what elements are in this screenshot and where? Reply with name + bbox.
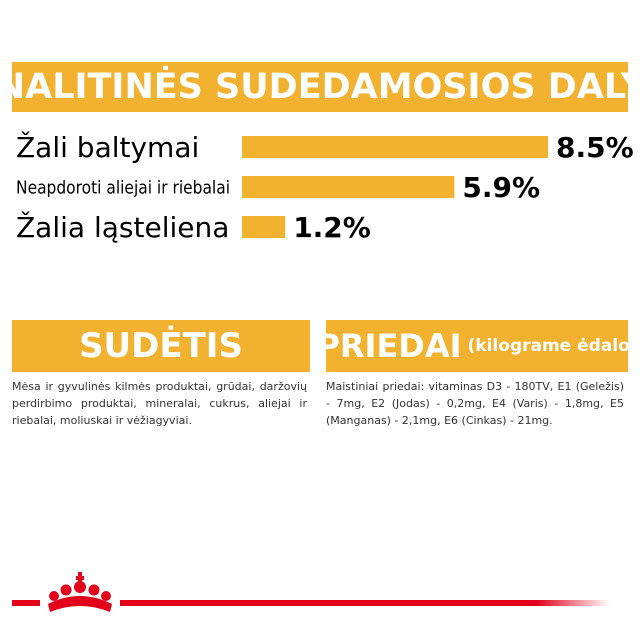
bar bbox=[242, 216, 286, 238]
category-label: Žalia ląsteliena bbox=[16, 210, 229, 244]
value-label: 5.9% bbox=[462, 171, 540, 204]
bar bbox=[242, 136, 548, 158]
section-title: SUDĖTIS bbox=[12, 320, 310, 372]
category-label: Žali baltymai bbox=[16, 130, 199, 164]
value-label: 1.2% bbox=[293, 211, 371, 244]
value-label: 8.5% bbox=[556, 131, 634, 164]
footer-line bbox=[120, 600, 610, 606]
section-text: Maistiniai priedai: vitaminas D3 - 180TV… bbox=[326, 380, 624, 427]
footer-line bbox=[12, 600, 40, 606]
section-subtitle: (kilograme ėdalo) bbox=[467, 336, 628, 356]
category-label: Neapdoroti aliejai ir riebalai bbox=[16, 177, 230, 198]
bar bbox=[242, 176, 455, 198]
chart-title: ANALITINĖS SUDEDAMOSIOS DALYS bbox=[12, 62, 628, 112]
logo bbox=[48, 572, 112, 612]
section-title: PRIEDAI bbox=[326, 327, 462, 365]
section-header: PRIEDAI (kilograme ėdalo) bbox=[326, 320, 628, 372]
section-text: Mėsa ir gyvulinės kilmės produktai, grūd… bbox=[12, 380, 307, 427]
